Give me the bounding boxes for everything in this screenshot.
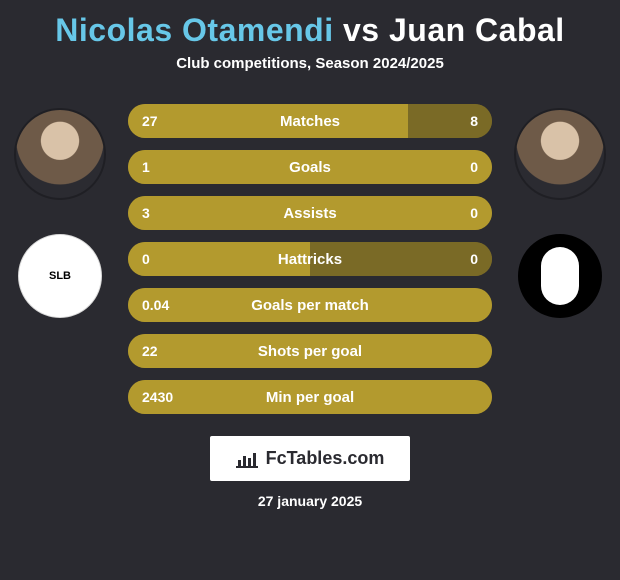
stat-row: 10Goals [128,150,492,184]
player1-name: Nicolas Otamendi [55,12,333,48]
content-area: SLB 278Matches 10Goals 30Assists 00Hattrick… [10,100,610,414]
stat-label: Goals [128,159,492,176]
player2-club-logo [518,234,602,318]
juventus-stripe-icon [541,247,579,305]
stat-row: 30Assists [128,196,492,230]
stat-bars: 278Matches 10Goals 30Assists 00Hattricks 0.0… [128,100,492,414]
stat-row: 00Hattricks [128,242,492,276]
subtitle: Club competitions, Season 2024/2025 [10,55,610,72]
brand-badge: FcTables.com [210,436,411,481]
right-side [510,100,610,318]
stat-row: 0.04Goals per match [128,288,492,322]
stat-label: Shots per goal [128,343,492,360]
player2-name: Juan Cabal [389,12,565,48]
player2-avatar [514,108,606,200]
stat-label: Assists [128,205,492,222]
brand-text: FcTables.com [266,448,385,469]
player1-club-label: SLB [49,270,71,282]
stat-row: 22Shots per goal [128,334,492,368]
stat-label: Hattricks [128,251,492,268]
comparison-card: Nicolas Otamendi vs Juan Cabal Club comp… [0,0,620,580]
vs-text: vs [343,12,380,48]
stat-label: Min per goal [128,389,492,406]
player1-avatar [14,108,106,200]
stat-row: 2430Min per goal [128,380,492,414]
stat-row: 278Matches [128,104,492,138]
stat-label: Goals per match [128,297,492,314]
footer: FcTables.com 27 january 2025 [10,436,610,509]
stat-label: Matches [128,113,492,130]
brand-chart-icon [236,450,258,468]
footer-date: 27 january 2025 [258,493,362,509]
left-side: SLB [10,100,110,318]
page-title: Nicolas Otamendi vs Juan Cabal [10,12,610,49]
player1-club-logo: SLB [18,234,102,318]
